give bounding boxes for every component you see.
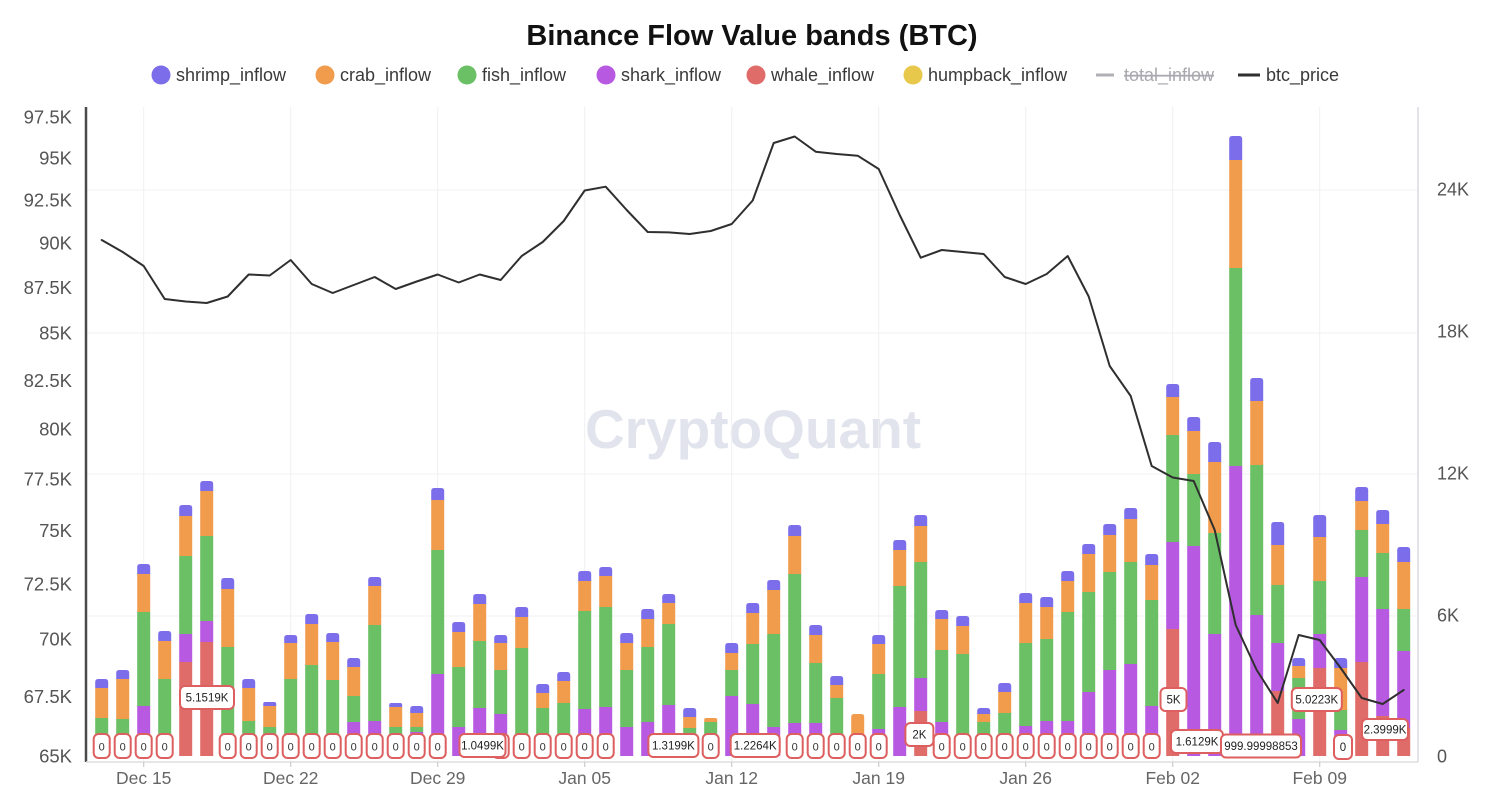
svg-text:0: 0 [939,742,945,754]
svg-text:Jan 05: Jan 05 [558,768,611,788]
svg-text:0: 0 [1044,742,1050,754]
svg-text:70K: 70K [39,629,73,650]
svg-text:80K: 80K [39,418,73,439]
svg-text:0: 0 [561,742,567,754]
svg-text:2.3999K: 2.3999K [1364,725,1407,737]
svg-text:67.5K: 67.5K [24,686,73,707]
svg-text:whale_inflow: whale_inflow [770,65,875,86]
svg-text:btc_price: btc_price [1266,65,1339,86]
svg-text:82.5K: 82.5K [24,370,73,391]
svg-text:total_inflow: total_inflow [1124,65,1215,86]
svg-text:1.2264K: 1.2264K [734,741,777,753]
svg-text:0: 0 [309,742,315,754]
svg-text:0: 0 [162,742,168,754]
svg-text:0: 0 [1002,742,1008,754]
svg-text:97.5K: 97.5K [24,107,73,128]
svg-text:Dec 22: Dec 22 [263,768,318,788]
svg-text:0: 0 [1149,742,1155,754]
svg-text:0: 0 [981,742,987,754]
svg-text:85K: 85K [39,323,73,344]
svg-text:Jan 12: Jan 12 [705,768,758,788]
svg-text:0: 0 [141,742,147,754]
svg-text:65K: 65K [39,746,73,767]
svg-text:1.3199K: 1.3199K [652,741,695,753]
svg-text:0: 0 [435,742,441,754]
svg-text:0: 0 [351,742,357,754]
svg-text:0: 0 [582,742,588,754]
svg-text:5K: 5K [1166,695,1180,707]
svg-text:12K: 12K [1437,464,1469,484]
svg-text:1.0499K: 1.0499K [461,741,504,753]
svg-text:0: 0 [414,742,420,754]
svg-text:0: 0 [1086,742,1092,754]
svg-text:fish_inflow: fish_inflow [482,65,567,86]
svg-text:humpback_inflow: humpback_inflow [928,65,1068,86]
svg-text:0: 0 [372,742,378,754]
svg-text:999.99998853: 999.99998853 [1224,741,1298,753]
svg-text:Dec 29: Dec 29 [410,768,465,788]
svg-text:90K: 90K [39,233,73,254]
svg-text:0: 0 [540,742,546,754]
svg-text:0: 0 [834,742,840,754]
svg-text:0: 0 [288,742,294,754]
svg-text:75K: 75K [39,520,73,541]
svg-text:0: 0 [855,742,861,754]
svg-text:18K: 18K [1437,322,1469,342]
svg-text:Jan 19: Jan 19 [852,768,905,788]
svg-text:6K: 6K [1437,606,1459,626]
svg-text:0: 0 [1128,742,1134,754]
svg-text:0: 0 [225,742,231,754]
svg-text:CryptoQuant: CryptoQuant [585,398,921,460]
svg-text:0: 0 [960,742,966,754]
svg-text:0: 0 [1065,742,1071,754]
svg-text:0: 0 [876,742,882,754]
svg-text:0: 0 [246,742,252,754]
svg-text:0: 0 [120,742,126,754]
svg-text:Feb 02: Feb 02 [1145,768,1199,788]
svg-text:24K: 24K [1437,180,1469,200]
svg-text:0: 0 [792,742,798,754]
svg-text:5.1519K: 5.1519K [186,693,229,705]
svg-text:77.5K: 77.5K [24,468,73,489]
svg-text:0: 0 [267,742,273,754]
svg-text:Feb 09: Feb 09 [1292,768,1346,788]
svg-text:Jan 26: Jan 26 [999,768,1052,788]
svg-text:0: 0 [813,742,819,754]
svg-text:0: 0 [1107,742,1113,754]
svg-text:shrimp_inflow: shrimp_inflow [176,65,287,86]
svg-text:1.6129K: 1.6129K [1176,737,1219,749]
svg-text:0: 0 [519,742,525,754]
svg-text:0: 0 [330,742,336,754]
svg-text:crab_inflow: crab_inflow [340,65,432,86]
svg-text:Binance Flow Value bands (BTC): Binance Flow Value bands (BTC) [526,20,977,52]
svg-text:72.5K: 72.5K [24,573,73,594]
svg-text:87.5K: 87.5K [24,277,73,298]
svg-text:0: 0 [1340,742,1346,754]
svg-text:0: 0 [393,742,399,754]
svg-text:shark_inflow: shark_inflow [621,65,722,86]
svg-text:5.0223K: 5.0223K [1295,695,1338,707]
svg-text:0: 0 [1023,742,1029,754]
svg-text:0: 0 [99,742,105,754]
svg-text:Dec 15: Dec 15 [116,768,171,788]
svg-text:0: 0 [603,742,609,754]
svg-text:0: 0 [708,742,714,754]
svg-text:2K: 2K [912,730,926,742]
svg-text:92.5K: 92.5K [24,190,73,211]
svg-text:0: 0 [1437,747,1447,767]
svg-text:95K: 95K [39,147,73,168]
